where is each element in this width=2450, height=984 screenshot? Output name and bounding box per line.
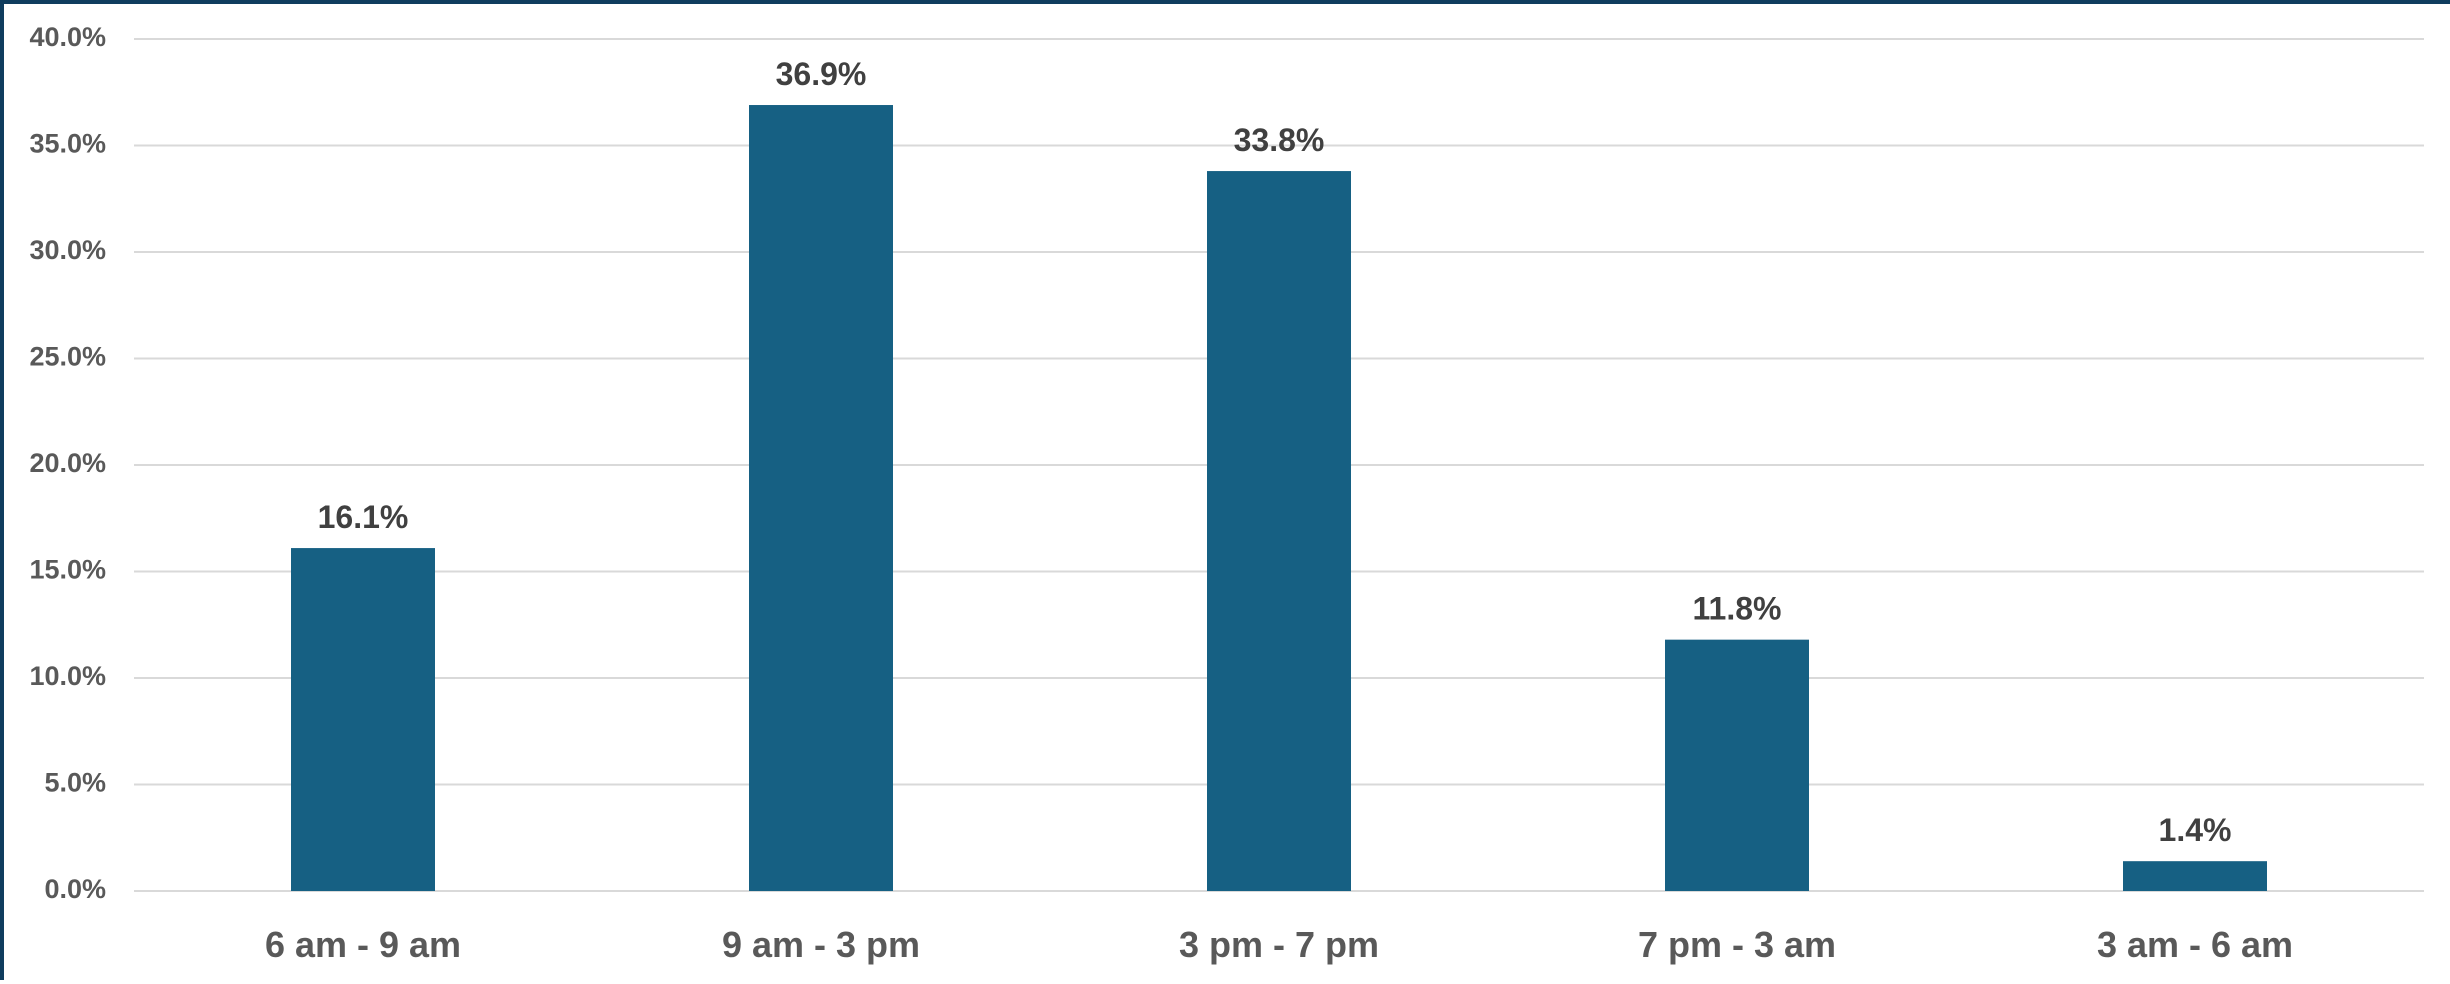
data-labels: 16.1% 36.9% 33.8% 11.8% 1.4%: [318, 56, 2232, 848]
x-category-label: 3 pm - 7 pm: [1179, 924, 1379, 965]
y-axis-tick-labels: 0.0% 5.0% 10.0% 15.0% 20.0% 25.0% 30.0% 35.0% 40…: [29, 22, 106, 904]
y-tick-label: 0.0%: [44, 874, 106, 904]
bar-data-label: 16.1%: [318, 499, 409, 535]
x-category-label: 9 am - 3 pm: [722, 924, 920, 965]
bar-data-label: 36.9%: [776, 56, 867, 92]
y-tick-label: 30.0%: [29, 235, 106, 265]
bar: [749, 105, 893, 891]
x-category-label: 6 am - 9 am: [265, 924, 461, 965]
y-tick-label: 25.0%: [29, 342, 106, 372]
bar: [291, 548, 435, 891]
x-category-label: 3 am - 6 am: [2097, 924, 2293, 965]
bar-chart: 0.0% 5.0% 10.0% 15.0% 20.0% 25.0% 30.0% 35.0% 40…: [29, 22, 2424, 965]
y-tick-label: 40.0%: [29, 22, 106, 52]
bar: [1207, 171, 1351, 891]
bar: [1665, 639, 1809, 891]
bar: [2123, 861, 2267, 891]
bar-data-label: 1.4%: [2159, 812, 2232, 848]
x-axis-category-labels: 6 am - 9 am 9 am - 3 pm 3 pm - 7 pm 7 pm - …: [265, 924, 2293, 965]
bars: [291, 105, 2267, 891]
y-tick-label: 5.0%: [44, 768, 106, 798]
bar-data-label: 33.8%: [1234, 122, 1325, 158]
x-category-label: 7 pm - 3 am: [1638, 924, 1836, 965]
y-tick-label: 10.0%: [29, 661, 106, 691]
y-tick-label: 35.0%: [29, 129, 106, 159]
y-tick-label: 20.0%: [29, 448, 106, 478]
y-tick-label: 15.0%: [29, 555, 106, 585]
bar-data-label: 11.8%: [1693, 591, 1782, 627]
